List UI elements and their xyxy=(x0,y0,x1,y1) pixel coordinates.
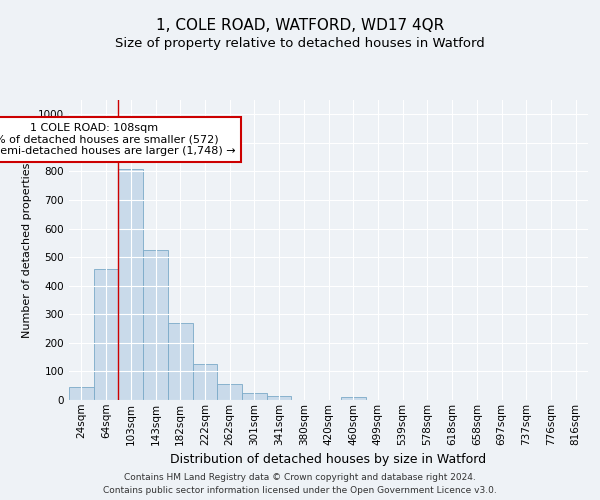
Bar xyxy=(242,393,267,400)
Text: Size of property relative to detached houses in Watford: Size of property relative to detached ho… xyxy=(115,38,485,51)
Bar xyxy=(193,364,217,400)
Bar xyxy=(94,268,118,400)
Bar xyxy=(267,396,292,400)
Bar xyxy=(341,397,365,400)
Bar xyxy=(143,250,168,400)
Bar xyxy=(217,384,242,400)
Bar xyxy=(118,168,143,400)
Bar xyxy=(168,323,193,400)
Text: Contains public sector information licensed under the Open Government Licence v3: Contains public sector information licen… xyxy=(103,486,497,495)
Text: Contains HM Land Registry data © Crown copyright and database right 2024.: Contains HM Land Registry data © Crown c… xyxy=(124,472,476,482)
Bar xyxy=(69,386,94,400)
Text: 1, COLE ROAD, WATFORD, WD17 4QR: 1, COLE ROAD, WATFORD, WD17 4QR xyxy=(156,18,444,32)
Text: 1 COLE ROAD: 108sqm
← 25% of detached houses are smaller (572)
75% of semi-detac: 1 COLE ROAD: 108sqm ← 25% of detached ho… xyxy=(0,123,236,156)
X-axis label: Distribution of detached houses by size in Watford: Distribution of detached houses by size … xyxy=(170,453,487,466)
Y-axis label: Number of detached properties: Number of detached properties xyxy=(22,162,32,338)
